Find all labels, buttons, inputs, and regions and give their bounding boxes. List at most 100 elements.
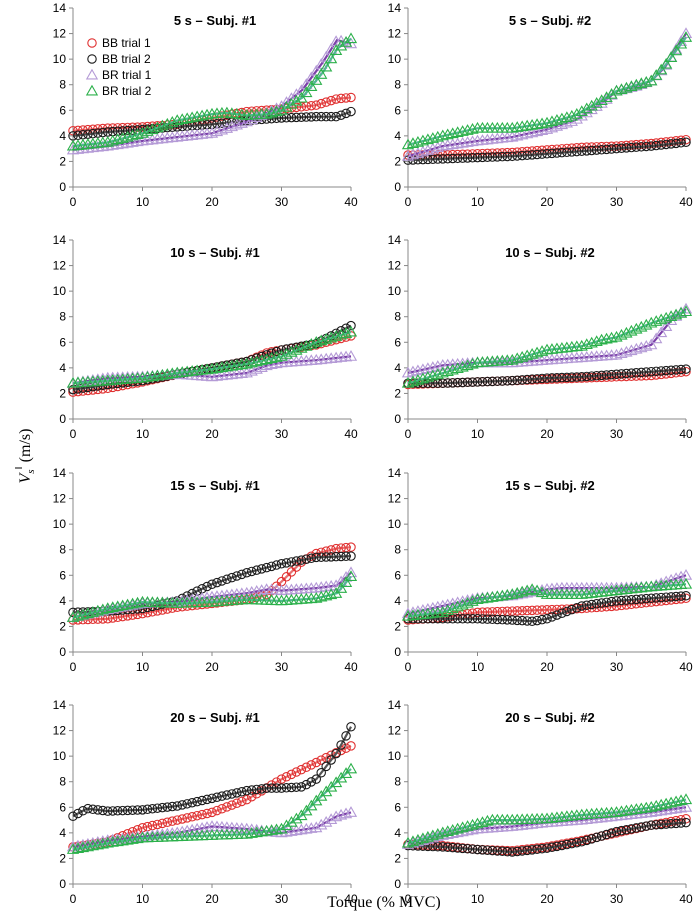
data-point [245,356,258,368]
data-point [290,94,303,106]
series-br-trial-2 [66,570,358,622]
data-point [222,790,232,800]
data-point [611,826,622,837]
data-point [176,113,189,125]
data-point [260,107,273,119]
x-tick-label: 30 [275,892,289,906]
data-point [447,378,458,388]
data-point [631,139,642,150]
x-tick-label: 20 [540,660,554,674]
data-point [265,106,278,118]
data-point [336,93,346,104]
data-point [674,570,688,582]
data-point [86,839,100,851]
data-point [676,594,686,604]
data-point [517,605,527,616]
data-point [595,94,608,106]
data-point [611,372,622,382]
data-point [227,800,237,810]
data-point [141,371,154,382]
x-axis-label: Torque (% MVC) [327,894,441,911]
data-point [530,584,544,596]
data-point [481,591,494,603]
data-point [679,800,693,812]
data-point [266,561,277,572]
data-point [324,331,338,343]
data-point [197,809,207,820]
data-point [605,331,618,343]
data-point [401,838,415,849]
x-tick-label: 20 [205,195,219,209]
data-point [202,808,212,819]
data-point [406,137,420,148]
panel-title: 10 s – Subj. #1 [170,245,260,260]
data-point [281,572,292,582]
data-point [616,595,627,606]
data-point [451,362,464,374]
data-point [81,607,95,619]
data-point [467,153,478,163]
data-point [466,818,479,830]
series-br-trial-2 [66,325,358,388]
data-point [581,371,592,382]
data-point [81,840,95,852]
data-point [492,152,503,162]
data-point [131,832,144,844]
y-tick-label: 0 [394,412,401,426]
data-point [666,136,676,147]
data-point [664,51,678,62]
chart-panel: 0 2 4 6 8 10 12 14 0 10 20 30 40 10 s – Subj. #2 [388,233,693,441]
data-point [545,115,559,127]
data-point [270,351,283,362]
data-point [486,591,499,602]
data-point [280,825,293,837]
data-point [310,335,323,347]
data-point [316,768,326,778]
data-point [681,134,691,145]
data-point [321,552,331,562]
data-point [616,371,627,382]
data-point [210,125,224,137]
data-point [344,37,358,49]
data-point [659,311,673,323]
data-point [581,146,592,156]
series-br-trial-2 [401,31,693,150]
data-point [227,789,237,799]
y-tick-label: 8 [59,78,66,92]
data-point [291,102,302,113]
data-point [237,569,247,580]
data-point [401,150,415,161]
data-point [679,302,693,314]
data-point [482,845,493,855]
data-point [266,780,277,790]
data-point [329,330,343,341]
data-point [116,132,129,143]
data-point [286,769,297,780]
data-point [457,614,468,624]
data-point [78,806,88,816]
y-tick-label: 6 [59,335,66,349]
x-tick-label: 30 [275,195,289,209]
data-point [600,91,613,102]
data-point [156,119,169,131]
data-point [601,370,612,380]
data-point [225,359,239,371]
data-point [641,367,652,377]
y-tick-label: 10 [388,517,402,531]
data-point [532,149,542,160]
y-tick-label: 4 [394,826,401,840]
data-point [457,153,468,163]
data-point [507,606,517,616]
y-tick-label: 12 [388,27,402,41]
data-point [300,86,313,98]
data-point [329,810,343,822]
data-point [320,589,333,601]
data-point [557,372,567,383]
chart-panel: 0 2 4 6 8 10 12 14 0 10 20 30 40 5 s – Subj. #2 [388,1,693,209]
data-point [431,368,444,379]
data-point [220,360,234,372]
series-line [407,141,687,162]
data-point [625,803,638,815]
data-point [676,135,686,145]
